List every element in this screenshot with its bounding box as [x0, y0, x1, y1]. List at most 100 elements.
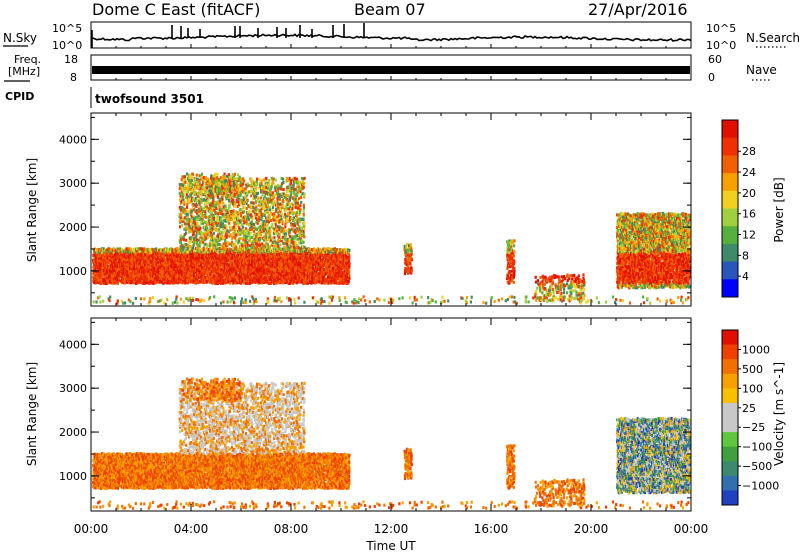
- power-cell: [184, 209, 188, 213]
- power-cell: [228, 280, 231, 283]
- power-cell: [141, 271, 144, 275]
- power-cell: [147, 252, 150, 256]
- power-cell: [161, 280, 164, 284]
- power-cell: [209, 262, 212, 265]
- power-cell: [147, 254, 150, 258]
- power-cell: [152, 254, 156, 258]
- power-cell: [106, 265, 109, 269]
- power-cell: [149, 250, 152, 254]
- power-cell: [241, 277, 244, 281]
- power-cell: [201, 254, 204, 258]
- power-cell: [206, 269, 209, 273]
- power-cell: [99, 270, 102, 274]
- power-cell: [209, 278, 212, 282]
- power-cell: [175, 249, 178, 253]
- power-cell: [211, 227, 214, 231]
- power-cell: [104, 266, 107, 269]
- nsearch-tick-top: 10^5: [706, 22, 736, 35]
- power-cell: [94, 279, 97, 283]
- nsearch-tick-bottom: 10^0: [706, 39, 736, 52]
- power-cell: [237, 256, 240, 260]
- power-cell: [150, 275, 153, 279]
- power-cell: [179, 259, 182, 263]
- power-cell: [103, 252, 106, 256]
- power-cell: [132, 277, 135, 281]
- power-cell: [129, 273, 133, 277]
- power-cell: [140, 247, 143, 251]
- power-cell: [109, 269, 112, 273]
- power-cell: [113, 272, 116, 276]
- power-cell: [184, 268, 187, 272]
- power-cell: [130, 281, 133, 285]
- power-cell: [162, 261, 165, 265]
- power-cell: [155, 257, 158, 261]
- power-cell: [100, 259, 103, 263]
- power-cell: [179, 277, 182, 280]
- power-cell: [106, 279, 109, 283]
- power-cell: [136, 247, 139, 251]
- power-cell: [311, 275, 314, 279]
- power-cell: [100, 281, 103, 285]
- power-cell: [139, 279, 142, 283]
- power-cell: [113, 270, 116, 274]
- power-cell: [240, 266, 243, 270]
- power-cell: [221, 265, 224, 269]
- power-cell: [189, 244, 192, 248]
- power-cell: [106, 276, 109, 280]
- power-cell: [163, 266, 166, 270]
- power-cell: [102, 256, 105, 260]
- power-cell: [190, 275, 193, 279]
- power-cell: [126, 258, 130, 262]
- power-cell: [118, 262, 121, 266]
- power-cell: [193, 248, 196, 252]
- power-cell: [142, 273, 145, 277]
- power-cell: [152, 252, 155, 256]
- power-cell: [175, 261, 178, 265]
- power-cell: [97, 266, 100, 270]
- power-cell: [227, 263, 231, 267]
- power-cell: [229, 254, 233, 258]
- power-cell: [136, 273, 139, 277]
- power-cell: [235, 259, 238, 263]
- power-cell: [111, 258, 114, 262]
- power-cell: [168, 266, 171, 270]
- power-cell: [196, 278, 199, 282]
- power-cell: [94, 281, 97, 285]
- power-cell: [141, 256, 144, 260]
- power-cell: [186, 250, 189, 254]
- power-cell: [241, 263, 244, 267]
- power-cell: [125, 280, 129, 284]
- power-cell: [169, 279, 172, 283]
- power-cell: [140, 273, 143, 277]
- power-cell: [140, 265, 143, 269]
- power-cell: [235, 261, 238, 265]
- power-cell: [122, 277, 125, 281]
- power-cell: [174, 264, 177, 268]
- power-cell: [229, 248, 232, 252]
- power-cell: [209, 247, 212, 251]
- power-cell: [193, 241, 196, 245]
- power-cell: [92, 254, 95, 257]
- power-cell: [224, 275, 227, 279]
- power-cell: [226, 252, 229, 256]
- power-cell: [105, 272, 108, 276]
- power-cell: [180, 271, 183, 275]
- power-cell: [185, 243, 188, 246]
- power-cell: [183, 266, 186, 270]
- power-cell: [124, 260, 127, 264]
- power-cell: [151, 277, 154, 281]
- power-cell: [129, 247, 132, 251]
- power-cell: [150, 247, 153, 251]
- power-cell: [137, 265, 140, 269]
- power-cell: [213, 276, 216, 280]
- power-cell: [210, 266, 213, 270]
- power-cell: [137, 247, 140, 251]
- power-cell: [144, 281, 147, 284]
- power-cell: [208, 215, 211, 219]
- power-cell: [126, 260, 130, 264]
- power-cell: [135, 255, 138, 258]
- power-cell: [214, 281, 217, 285]
- power-cell: [239, 281, 242, 285]
- power-cell: [131, 264, 134, 268]
- power-cell: [96, 248, 99, 252]
